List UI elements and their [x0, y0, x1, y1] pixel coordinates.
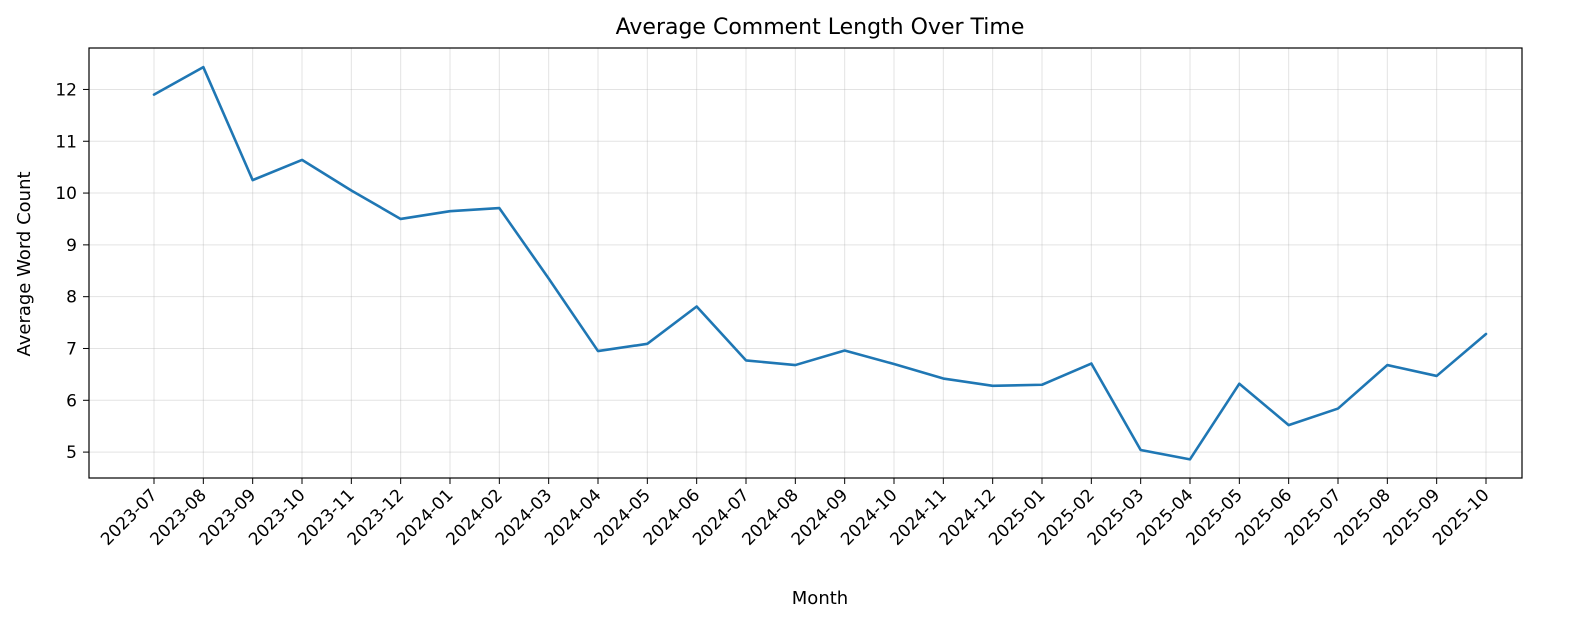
grid [89, 48, 1522, 478]
chart-title: Average Comment Length Over Time [616, 15, 1025, 40]
y-axis-label: Average Word Count [14, 171, 35, 356]
y-tick-label: 9 [66, 236, 77, 256]
y-tick-label: 6 [66, 391, 77, 411]
x-axis-label: Month [792, 588, 848, 609]
y-tick-label: 10 [55, 184, 77, 204]
y-tick-label: 11 [55, 132, 77, 152]
y-tick-label: 5 [66, 443, 77, 463]
y-tick-label: 12 [55, 80, 77, 100]
y-tick-label: 7 [66, 339, 77, 359]
y-tick-label: 8 [66, 288, 77, 308]
series-layer [152, 65, 1488, 461]
plot-frame [88, 47, 1523, 479]
series-line [152, 65, 1488, 461]
